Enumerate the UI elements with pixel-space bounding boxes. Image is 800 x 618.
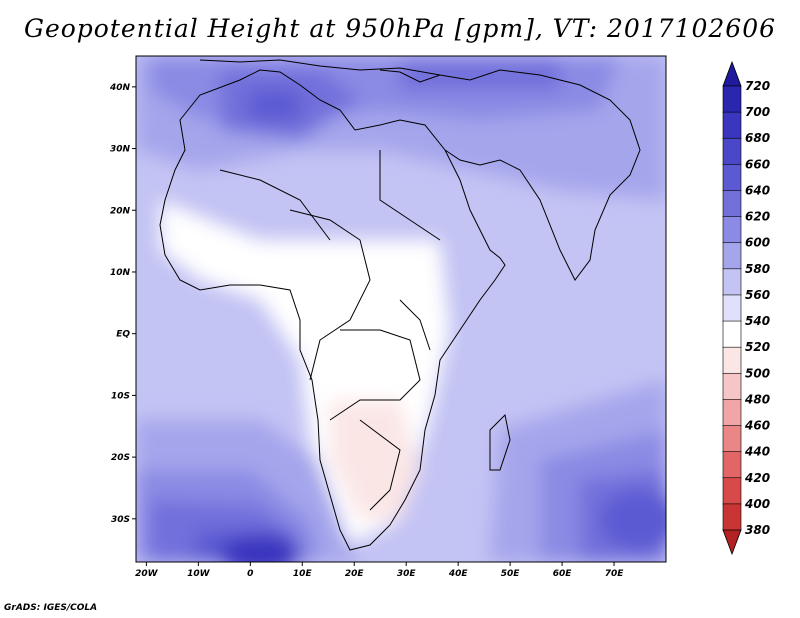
colorbar-label: 620	[745, 210, 770, 224]
colorbar-label: 580	[745, 262, 770, 276]
lat-tick-label: EQ	[116, 330, 130, 340]
colorbar-swatch	[722, 111, 742, 140]
colorbar-label: 440	[744, 445, 770, 459]
lon-tick-label: 0	[247, 569, 253, 579]
colorbar-label: 600	[745, 236, 770, 250]
colorbar-label: 540	[745, 314, 770, 328]
colorbar: 720 700 680 660 640 620 600 580 560 540 520 500 480 4…	[722, 60, 770, 556]
lat-tick-label: 40N	[109, 83, 131, 93]
lon-tick-label: 30E	[397, 569, 417, 579]
lon-tick-label: 60E	[553, 569, 573, 579]
colorbar-swatch	[722, 190, 742, 218]
colorbar-swatch	[722, 216, 742, 244]
colorbar-top-arrow	[722, 60, 742, 87]
lat-tick-label: 30S	[111, 515, 130, 525]
lat-tick-label: 10S	[111, 391, 130, 401]
height-field	[136, 56, 666, 562]
colorbar-swatch	[722, 320, 742, 348]
colorbar-bottom-arrow	[722, 529, 742, 556]
colorbar-swatch	[722, 503, 742, 531]
colorbar-label: 420	[744, 471, 770, 485]
colorbar-swatch	[722, 399, 742, 427]
colorbar-swatch	[722, 137, 742, 166]
colorbar-label: 520	[745, 340, 770, 354]
plot-frame	[135, 55, 667, 563]
colorbar-swatch	[722, 164, 742, 192]
lat-tick-label: 20S	[111, 453, 130, 463]
colorbar-label: 500	[745, 366, 770, 380]
colorbar-label: 380	[745, 523, 770, 537]
colorbar-swatch	[722, 346, 742, 375]
colorbar-label: 480	[744, 392, 770, 406]
colorbar-label: 700	[745, 105, 770, 119]
colorbar-swatch	[722, 85, 742, 113]
lon-tick-label: 40E	[448, 569, 469, 579]
lon-tick-label: 20W	[135, 569, 159, 579]
grads-credit: GrADS: IGES/COLA	[4, 603, 98, 613]
lon-tick-label: 70E	[605, 569, 625, 579]
colorbar-swatch	[722, 372, 742, 401]
colorbar-swatch	[722, 294, 742, 322]
lat-tick-label: 10N	[110, 268, 131, 278]
colorbar-swatch	[722, 451, 742, 479]
lon-tick-label: 10E	[293, 569, 313, 579]
latitude-axis: 40N 30N 20N 10N EQ 10S 20S 30S	[109, 83, 136, 525]
lon-tick-label: 50E	[501, 569, 521, 579]
colorbar-swatch	[722, 268, 742, 296]
longitude-axis: 20W 10W 0 10E 20E 30E 40E 50E 60E 70E	[135, 562, 624, 579]
lat-tick-label: 20N	[110, 206, 131, 216]
colorbar-label: 720	[745, 79, 770, 93]
colorbar-label: 640	[745, 183, 770, 197]
colorbar-swatch	[722, 425, 742, 453]
colorbar-label: 680	[745, 131, 770, 145]
colorbar-label: 400	[744, 497, 770, 511]
coastlines	[159, 59, 641, 551]
lon-tick-label: 10W	[187, 569, 211, 579]
colorbar-label: 660	[745, 157, 770, 171]
colorbar-swatch	[722, 242, 742, 270]
colorbar-swatch	[722, 477, 742, 505]
colorbar-label: 560	[745, 288, 770, 302]
map-title: Geopotential Height at 950hPa [gpm], VT:…	[23, 14, 777, 43]
lon-tick-label: 20E	[345, 569, 365, 579]
colorbar-label: 460	[744, 419, 770, 433]
lat-tick-label: 30N	[110, 145, 131, 155]
